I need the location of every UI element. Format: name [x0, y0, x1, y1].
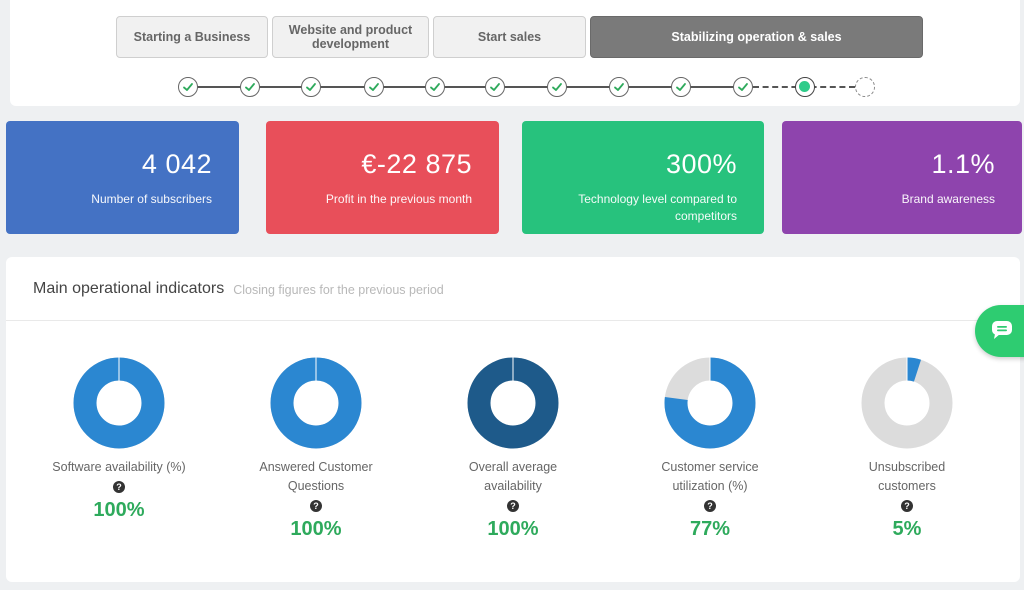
progress-step-current: [795, 77, 815, 97]
progress-step-completed: [485, 77, 505, 97]
indicator-label: Unsubscribed customers: [868, 460, 946, 493]
indicator-label: Software availability (%): [52, 460, 186, 474]
stage-card: Starting a Business Website and product …: [10, 0, 1020, 106]
progress-step-completed: [240, 77, 260, 97]
donut-chart: [664, 357, 756, 449]
progress-step-completed: [671, 77, 691, 97]
stage-tab-website-product[interactable]: Website and product development: [272, 16, 429, 58]
progress-step-completed: [364, 77, 384, 97]
kpi-technology-card: 300% Technology level compared to compet…: [522, 121, 764, 234]
kpi-label: Brand awareness: [901, 192, 995, 206]
indicator-gauge: Unsubscribed customers? 5%: [817, 357, 997, 541]
question-circle-icon[interactable]: ?: [310, 500, 322, 512]
progress-step-completed: [178, 77, 198, 97]
kpi-profit-card: €-22 875 Profit in the previous month: [266, 121, 499, 234]
progress-step-completed: [609, 77, 629, 97]
check-icon: [245, 83, 255, 91]
indicator-value: 100%: [487, 518, 539, 540]
indicator-gauge: Answered Customer Questions? 100%: [226, 357, 406, 541]
kpi-value: 300%: [665, 149, 737, 179]
stage-tab-stabilizing[interactable]: Stabilizing operation & sales: [590, 16, 923, 58]
question-circle-icon[interactable]: ?: [507, 500, 519, 512]
chat-button[interactable]: [975, 305, 1024, 357]
question-circle-icon[interactable]: ?: [901, 500, 913, 512]
stage-tab-start-sales[interactable]: Start sales: [433, 16, 586, 58]
indicator-gauge: Overall average availability? 100%: [423, 357, 603, 541]
indicator-value: 5%: [892, 518, 922, 540]
kpi-brand-card: 1.1% Brand awareness: [782, 121, 1022, 234]
check-icon: [369, 83, 379, 91]
check-icon: [614, 83, 624, 91]
panel-subtitle: Closing figures for the previous period: [233, 282, 444, 297]
check-icon: [430, 83, 440, 91]
panel-title: Main operational indicators: [33, 279, 225, 297]
kpi-label: Technology level compared to competitors: [578, 192, 737, 223]
stage-progress-track: [178, 77, 878, 97]
indicator-gauge: Software availability (%)? 100%: [29, 357, 209, 522]
progress-step-completed: [733, 77, 753, 97]
progress-step-completed: [301, 77, 321, 97]
donut-chart: [467, 357, 559, 449]
kpi-subscribers-card: 4 042 Number of subscribers: [6, 121, 239, 234]
progress-step-completed: [425, 77, 445, 97]
donut-chart: [73, 357, 165, 449]
kpi-label: Profit in the previous month: [325, 192, 472, 206]
kpi-value: 1.1%: [931, 149, 995, 179]
check-icon: [738, 83, 748, 91]
progress-step-future: [855, 77, 875, 97]
indicator-label: Overall average availability: [468, 460, 558, 493]
question-circle-icon[interactable]: ?: [113, 481, 125, 493]
question-circle-icon[interactable]: ?: [704, 500, 716, 512]
progress-line-completed: [188, 86, 743, 88]
kpi-value: 4 042: [141, 149, 212, 179]
check-icon: [306, 83, 316, 91]
stage-tabs: Starting a Business Website and product …: [116, 16, 923, 58]
kpi-label: Number of subscribers: [91, 192, 212, 206]
progress-step-completed: [547, 77, 567, 97]
stage-tab-starting-business[interactable]: Starting a Business: [116, 16, 268, 58]
indicator-value: 77%: [689, 518, 731, 540]
chat-icon: [992, 321, 1012, 339]
panel-header: Main operational indicators Closing figu…: [6, 257, 1020, 321]
operational-indicators-panel: Main operational indicators Closing figu…: [6, 257, 1020, 582]
indicator-value: 100%: [93, 499, 145, 521]
donut-chart: [861, 357, 953, 449]
check-icon: [676, 83, 686, 91]
indicator-gauge: Customer service utilization (%)? 77%: [620, 357, 800, 541]
check-icon: [183, 83, 193, 91]
kpi-value: €-22 875: [361, 149, 472, 179]
indicator-value: 100%: [290, 518, 342, 540]
indicator-label: Customer service utilization (%): [661, 460, 759, 493]
indicator-label: Answered Customer Questions: [259, 460, 373, 493]
check-icon: [490, 83, 500, 91]
check-icon: [552, 83, 562, 91]
donut-chart: [270, 357, 362, 449]
